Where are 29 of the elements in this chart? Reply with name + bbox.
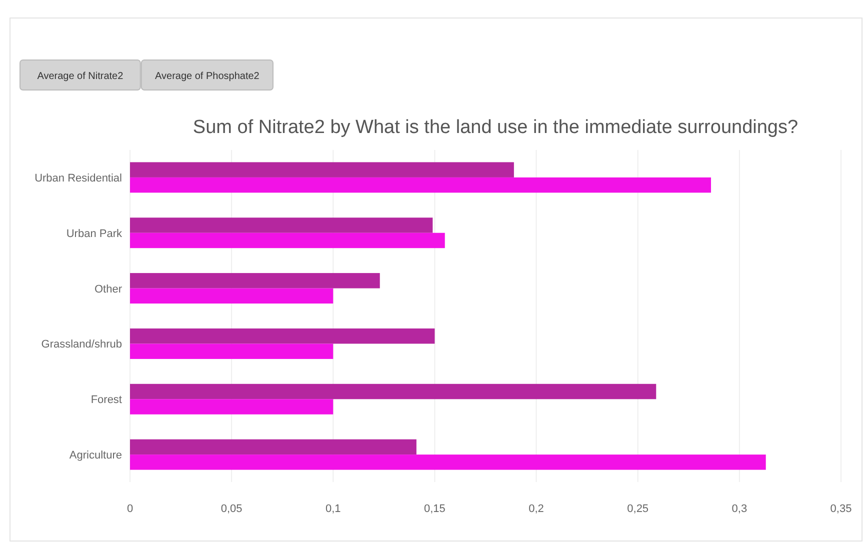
chart-title: Sum of Nitrate2 by What is the land use in the immediate surroundings? — [192, 117, 798, 138]
x-tick-label: 0,1 — [325, 503, 341, 515]
x-tick-label: 0,2 — [528, 503, 544, 515]
y-tick-label: Urban Park — [66, 228, 122, 240]
bar — [130, 162, 514, 178]
bar — [130, 232, 445, 248]
y-tick-label: Other — [94, 283, 122, 296]
x-tick-label: 0,05 — [220, 503, 242, 515]
bar — [130, 288, 334, 304]
text: Average of Nitrate2 — [37, 71, 124, 82]
x-tick-label: 0,15 — [424, 503, 446, 515]
bar — [130, 328, 435, 344]
bar — [130, 399, 334, 414]
y-tick-label: Agriculture — [69, 450, 122, 462]
bar — [130, 273, 380, 288]
bar — [130, 218, 433, 233]
bar — [130, 439, 416, 455]
x-tick-label: 0,3 — [732, 503, 748, 515]
x-tick-label: 0 — [126, 503, 134, 515]
bar — [130, 344, 334, 359]
x-tick-label: 0,35 — [830, 503, 852, 515]
y-tick-label: Grassland/shrub — [41, 338, 122, 351]
bar — [130, 454, 766, 470]
x-tick-label: 0,25 — [627, 503, 649, 515]
y-tick-label: Forest — [90, 394, 122, 406]
bar — [130, 384, 656, 400]
y-tick-label: Urban Residential — [34, 172, 122, 184]
bar — [130, 177, 711, 193]
text: Average of Phosphate2 — [155, 71, 260, 82]
